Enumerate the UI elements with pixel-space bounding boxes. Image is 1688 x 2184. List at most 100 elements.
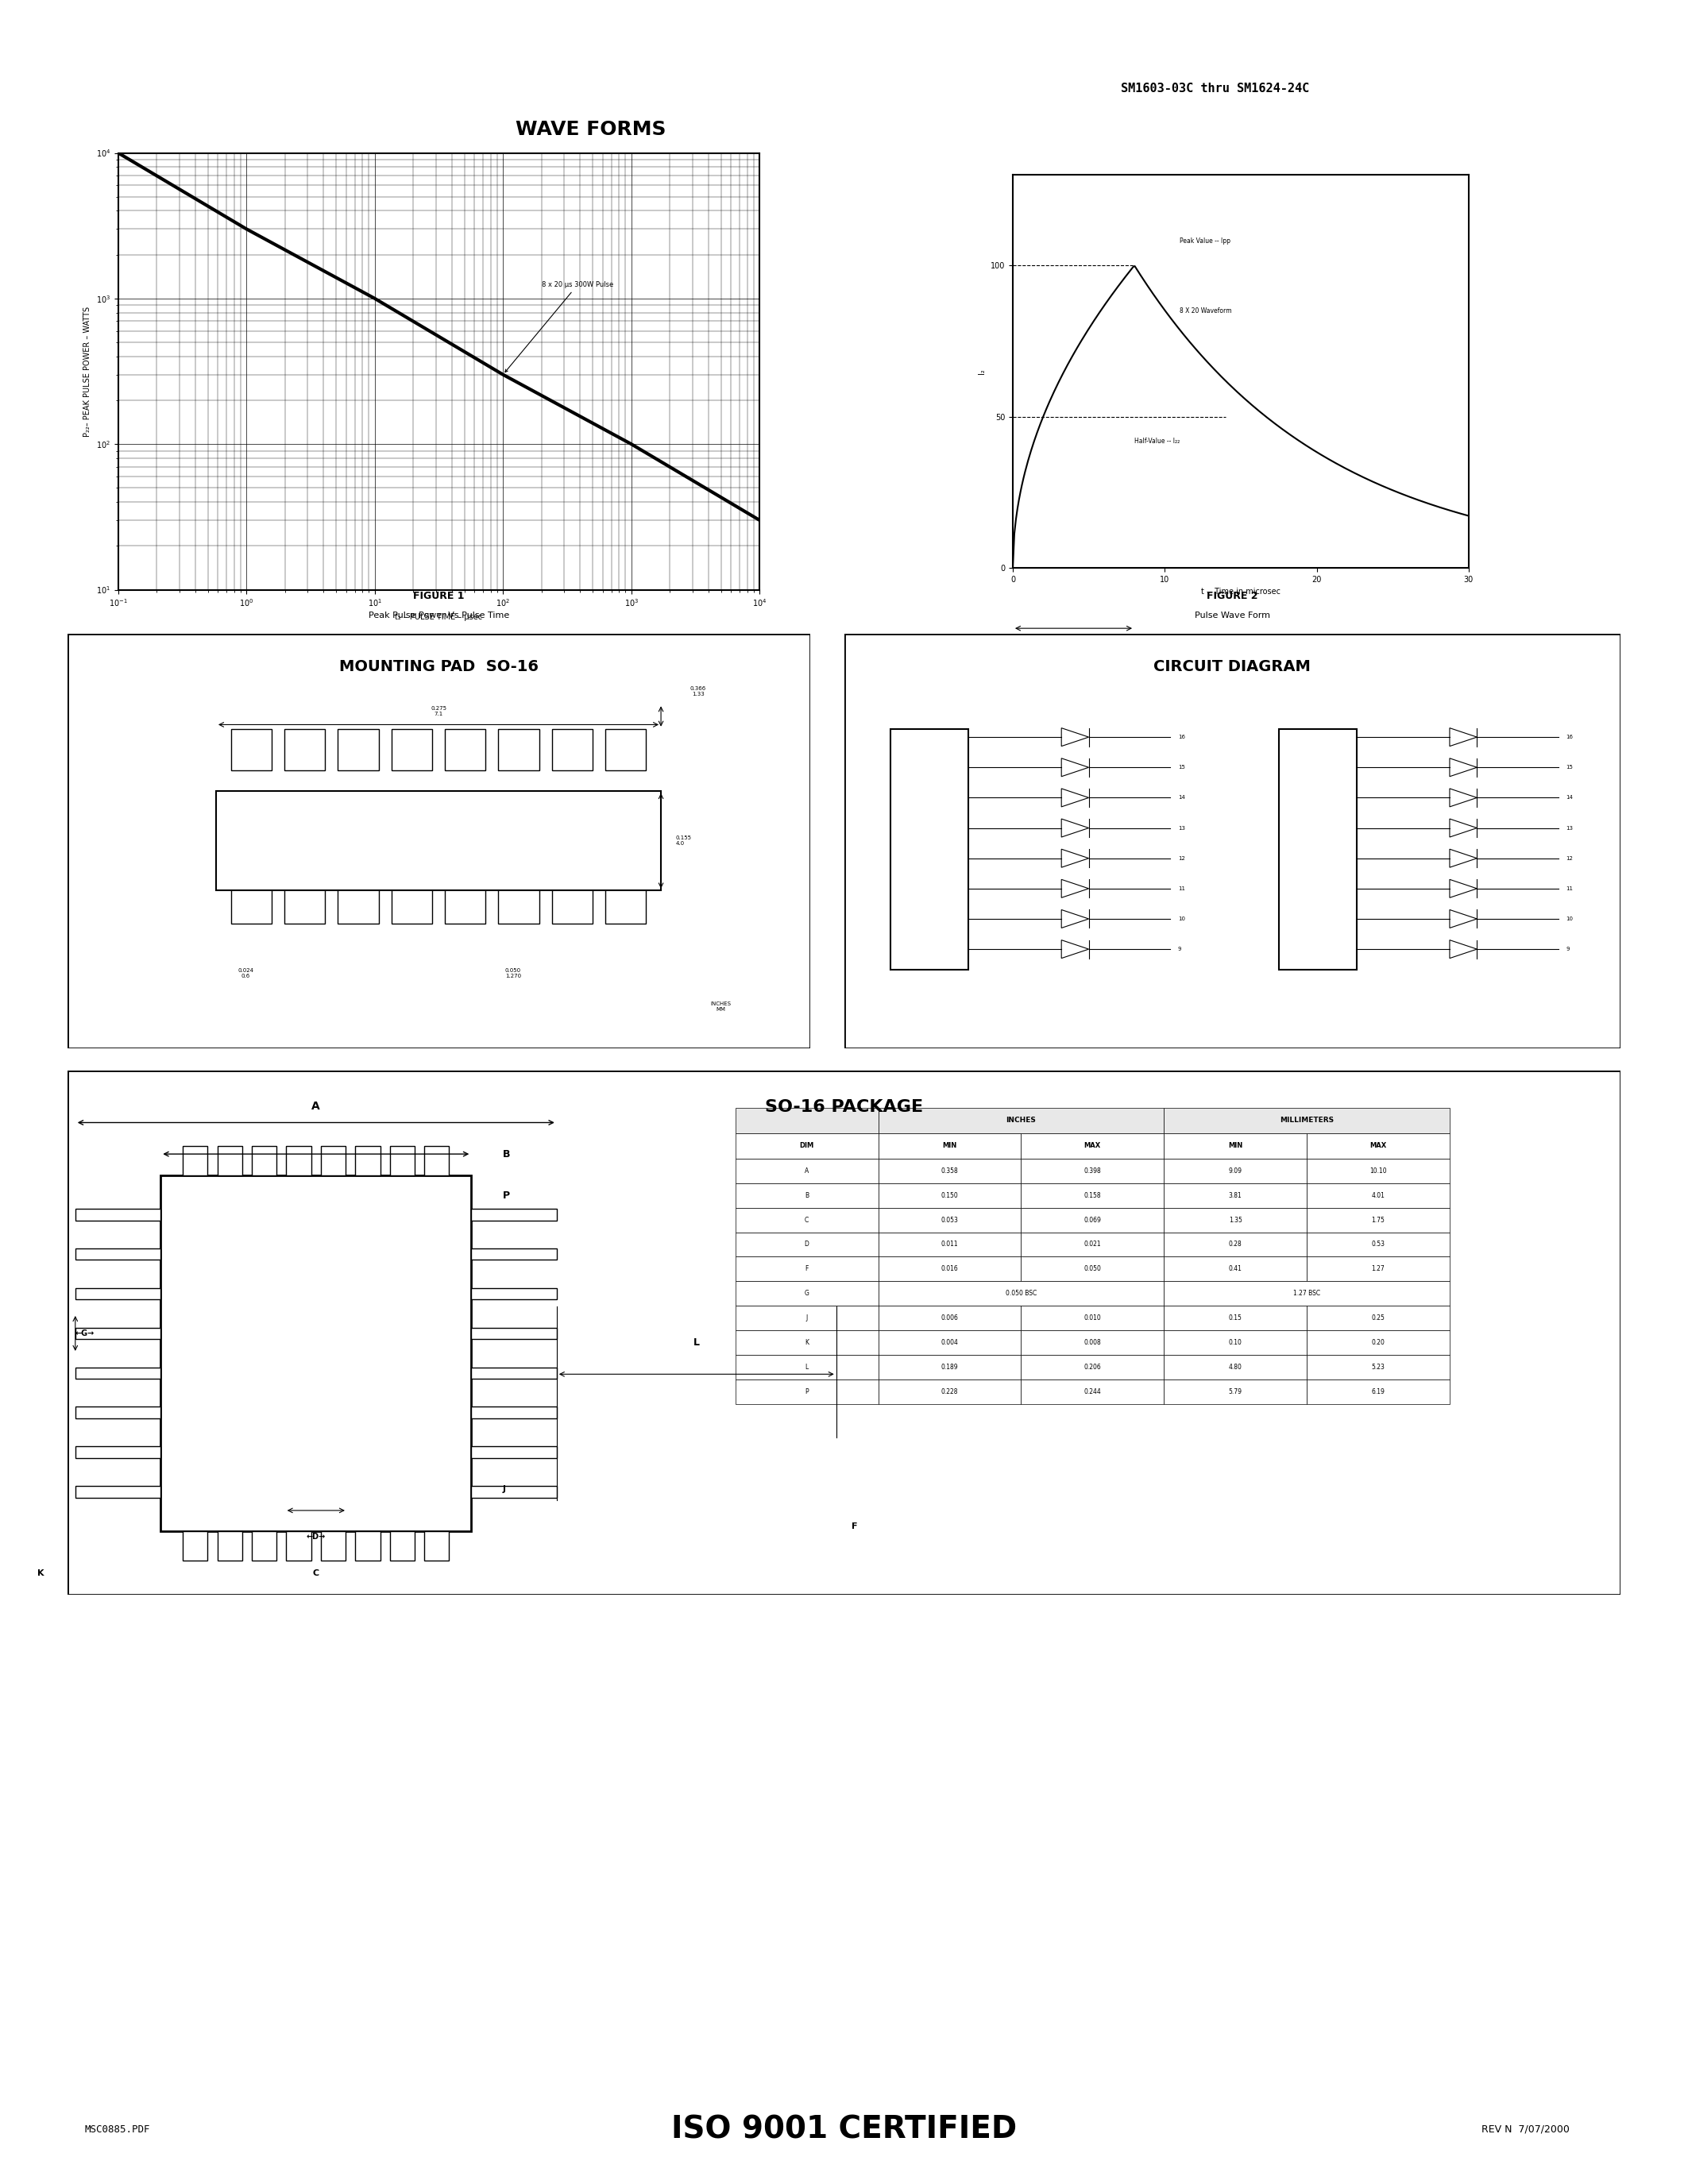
Bar [321, 1531, 346, 1559]
Bar [390, 1147, 415, 1175]
Text: 10: 10 [1178, 917, 1185, 922]
Bar [552, 729, 592, 771]
Text: P: P [503, 1190, 510, 1201]
Polygon shape [1450, 850, 1477, 867]
Bar [392, 729, 432, 771]
Polygon shape [1062, 880, 1089, 898]
Bar [287, 1147, 311, 1175]
Text: A: A [312, 1101, 321, 1112]
Text: 15: 15 [1566, 764, 1573, 769]
Text: 4.01: 4.01 [1372, 1192, 1384, 1199]
Text: F: F [852, 1522, 858, 1531]
Bar [76, 1289, 160, 1299]
Bar [471, 1446, 557, 1459]
X-axis label: t -- Time in microsec: t -- Time in microsec [1200, 587, 1281, 596]
Text: 0.366
1.33: 0.366 1.33 [690, 686, 706, 697]
Bar [1021, 1256, 1165, 1282]
Text: 0.358: 0.358 [940, 1166, 959, 1175]
Text: 16: 16 [1178, 734, 1185, 740]
Text: 0.244: 0.244 [1084, 1389, 1101, 1396]
Text: 0.10: 0.10 [1229, 1339, 1242, 1345]
Text: C: C [805, 1216, 809, 1223]
Bar [736, 1256, 878, 1282]
Bar [182, 1147, 208, 1175]
Bar [424, 1531, 449, 1559]
Text: INCHES: INCHES [1006, 1116, 1036, 1125]
Text: 12: 12 [1178, 856, 1185, 860]
Bar [182, 1531, 208, 1559]
Bar [878, 1133, 1021, 1158]
Bar [736, 1208, 878, 1232]
Bar [1165, 1133, 1307, 1158]
Bar [1165, 1232, 1307, 1256]
Bar [878, 1330, 1021, 1354]
Bar [76, 1485, 160, 1498]
Polygon shape [1450, 939, 1477, 959]
Text: 0.155
4.0: 0.155 4.0 [675, 836, 692, 845]
Text: 16: 16 [1566, 734, 1573, 740]
Text: FIGURE 1: FIGURE 1 [414, 590, 464, 601]
Bar [1165, 1184, 1307, 1208]
Text: L: L [694, 1337, 699, 1348]
Bar [878, 1256, 1021, 1282]
Text: MAX: MAX [1369, 1142, 1386, 1149]
Bar [1165, 1107, 1450, 1133]
Text: 14: 14 [1566, 795, 1573, 799]
Text: INCHES
MM: INCHES MM [711, 1002, 731, 1011]
Bar [356, 1531, 380, 1559]
Text: t₂: t₂ [1070, 646, 1077, 653]
Bar [218, 1531, 241, 1559]
Bar [1280, 729, 1357, 970]
Text: F: F [805, 1265, 809, 1273]
Bar [471, 1367, 557, 1378]
Polygon shape [1450, 758, 1477, 778]
Bar [878, 1158, 1021, 1184]
Bar [446, 882, 486, 924]
Text: Peak Value -- Ipp: Peak Value -- Ipp [1180, 238, 1231, 245]
Bar [1021, 1330, 1165, 1354]
Text: Pulse Wave Form: Pulse Wave Form [1195, 612, 1269, 620]
Text: J: J [805, 1315, 807, 1321]
Text: 0.011: 0.011 [940, 1241, 959, 1247]
Bar [736, 1107, 878, 1133]
Bar [736, 1330, 878, 1354]
Bar [1165, 1256, 1307, 1282]
Text: 12: 12 [1566, 856, 1573, 860]
Text: 0.41: 0.41 [1229, 1265, 1242, 1273]
Bar [252, 1531, 277, 1559]
Y-axis label: P₂₂– PEAK PULSE POWER – WATTS: P₂₂– PEAK PULSE POWER – WATTS [83, 306, 91, 437]
Bar [1165, 1282, 1450, 1306]
Text: 0.024
0.6: 0.024 0.6 [238, 968, 253, 978]
Text: K: K [805, 1339, 809, 1345]
Bar [736, 1282, 878, 1306]
Bar [76, 1249, 160, 1260]
Text: 0.28: 0.28 [1229, 1241, 1242, 1247]
Bar [736, 1306, 878, 1330]
Text: 0.150: 0.150 [940, 1192, 959, 1199]
Text: SM1603-03C thru SM1624-24C: SM1603-03C thru SM1624-24C [1121, 83, 1310, 94]
Text: 3.81: 3.81 [1229, 1192, 1242, 1199]
Text: 0.008: 0.008 [1084, 1339, 1101, 1345]
Text: 0.050: 0.050 [1084, 1265, 1101, 1273]
Text: 0.189: 0.189 [940, 1363, 959, 1372]
Bar [1307, 1133, 1450, 1158]
Bar [1021, 1354, 1165, 1380]
Bar [1307, 1184, 1450, 1208]
Bar [1021, 1184, 1165, 1208]
Bar [76, 1208, 160, 1221]
Bar [160, 1175, 471, 1531]
Polygon shape [1062, 850, 1089, 867]
Bar [1021, 1158, 1165, 1184]
Text: ISO 9001 CERTIFIED: ISO 9001 CERTIFIED [672, 2114, 1016, 2145]
Y-axis label: I₂: I₂ [977, 369, 986, 373]
Text: 1.35: 1.35 [1229, 1216, 1242, 1223]
Bar [1307, 1208, 1450, 1232]
Text: 0.398: 0.398 [1084, 1166, 1101, 1175]
Bar [392, 882, 432, 924]
Bar [284, 729, 326, 771]
Text: 13: 13 [1178, 826, 1185, 830]
Text: 0.004: 0.004 [940, 1339, 959, 1345]
Text: MSC0885.PDF: MSC0885.PDF [84, 2125, 150, 2134]
Text: 10: 10 [1566, 917, 1573, 922]
Bar [606, 882, 647, 924]
